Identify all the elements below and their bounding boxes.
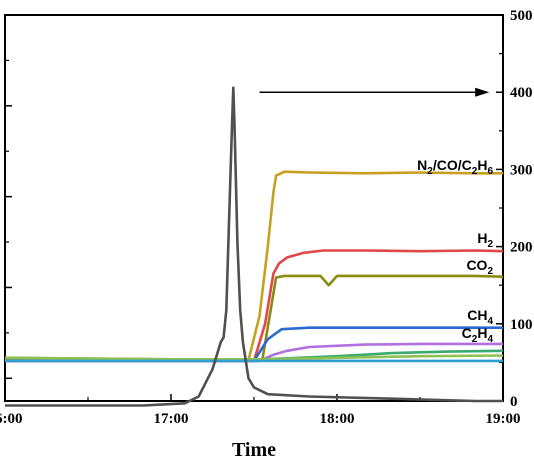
series-line-n2-co-c2h6 — [5, 170, 503, 362]
x-tick-label: 19:00 — [486, 411, 521, 427]
x-axis-title: Time — [232, 439, 276, 461]
right-tick-label: 100 — [510, 317, 533, 333]
right-tick-label: 0 — [510, 394, 518, 410]
series-label-c2h4: C2​H4​ — [462, 325, 494, 345]
series-label-co2: CO2​ — [466, 257, 493, 277]
series-line-unlabeled — [5, 86, 503, 407]
series-label-n2-co-c2h6: N2​/CO/C2​H6​ — [417, 157, 493, 177]
x-tick-label: 16:00 — [0, 411, 23, 427]
series-line-ch4 — [5, 326, 503, 363]
annotation-arrow — [259, 87, 490, 97]
right-tick-label: 500 — [510, 8, 533, 24]
series-label-ch4: CH4​ — [467, 307, 493, 327]
right-tick-label: 400 — [510, 85, 533, 101]
series-line-co2 — [5, 274, 504, 362]
right-tick-label: 200 — [510, 240, 533, 256]
series-label-h2: H2​ — [477, 230, 493, 250]
series-line-h2 — [5, 249, 504, 363]
arrow-head — [475, 87, 490, 97]
series-line-unlabeled — [4, 354, 504, 361]
x-tick-label: 17:00 — [154, 411, 189, 427]
series-group — [4, 86, 504, 407]
series-labels: N2​/CO/C2​H6​ H2​ CO2​ CH4​C2​H4​ — [417, 157, 493, 345]
right-tick-label: 300 — [510, 162, 533, 178]
x-tick-label: 18:00 — [320, 411, 355, 427]
ticks: 16:0017:0018:0019:0002040608001002003004… — [0, 8, 533, 427]
